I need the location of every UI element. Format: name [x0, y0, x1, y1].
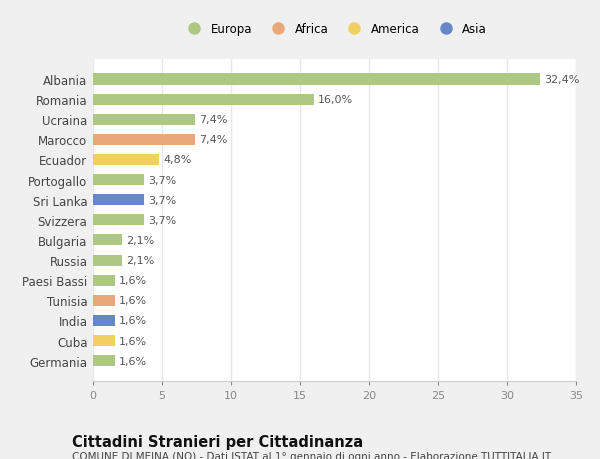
- Text: 16,0%: 16,0%: [318, 95, 353, 105]
- Bar: [93, 295, 115, 306]
- Bar: [93, 315, 115, 326]
- Text: 32,4%: 32,4%: [544, 75, 580, 85]
- Text: 1,6%: 1,6%: [119, 356, 148, 366]
- Text: 1,6%: 1,6%: [119, 316, 148, 326]
- Text: Cittadini Stranieri per Cittadinanza: Cittadini Stranieri per Cittadinanza: [72, 434, 363, 449]
- Bar: [93, 134, 195, 146]
- Text: 1,6%: 1,6%: [119, 296, 148, 306]
- Text: 7,4%: 7,4%: [199, 115, 227, 125]
- Bar: [93, 355, 115, 366]
- Bar: [93, 335, 115, 346]
- Bar: [93, 235, 122, 246]
- Bar: [93, 155, 159, 166]
- Text: 1,6%: 1,6%: [119, 336, 148, 346]
- Text: COMUNE DI MEINA (NO) - Dati ISTAT al 1° gennaio di ogni anno - Elaborazione TUTT: COMUNE DI MEINA (NO) - Dati ISTAT al 1° …: [72, 451, 551, 459]
- Bar: [93, 195, 144, 206]
- Text: 3,7%: 3,7%: [148, 215, 176, 225]
- Text: 2,1%: 2,1%: [126, 256, 154, 265]
- Bar: [93, 275, 115, 286]
- Bar: [93, 255, 122, 266]
- Text: 3,7%: 3,7%: [148, 195, 176, 205]
- Text: 7,4%: 7,4%: [199, 135, 227, 145]
- Text: 1,6%: 1,6%: [119, 275, 148, 285]
- Legend: Europa, Africa, America, Asia: Europa, Africa, America, Asia: [180, 21, 489, 38]
- Bar: [93, 114, 195, 125]
- Text: 3,7%: 3,7%: [148, 175, 176, 185]
- Bar: [93, 215, 144, 226]
- Text: 4,8%: 4,8%: [163, 155, 192, 165]
- Bar: [93, 174, 144, 186]
- Text: 2,1%: 2,1%: [126, 235, 154, 246]
- Bar: [93, 74, 540, 85]
- Bar: [93, 95, 314, 106]
